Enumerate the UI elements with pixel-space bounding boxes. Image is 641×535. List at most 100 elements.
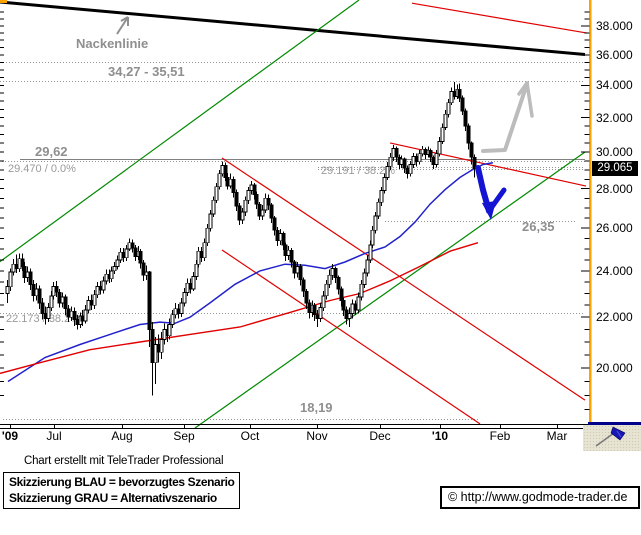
candle-body [240, 211, 245, 221]
candle-body [376, 201, 381, 217]
candle-body [5, 286, 10, 294]
candle-body [182, 291, 187, 304]
candle-body [254, 194, 259, 205]
candle-body [269, 204, 274, 219]
red-top-right [411, 2, 588, 34]
candle-body [231, 178, 236, 194]
candle-body [333, 268, 338, 278]
candle-body [223, 164, 228, 178]
candle-body [365, 259, 370, 274]
gray-alternative-scenario-arrow [481, 82, 529, 153]
candle-body [28, 271, 33, 285]
candle-body [347, 313, 352, 319]
scenario-legend-box: Skizzierung BLAU = bevorzugtes Szenario … [3, 472, 241, 509]
candle-body [147, 271, 152, 330]
candle-body [49, 295, 54, 309]
neckline-pointer-arrow [116, 16, 129, 35]
candle-body [463, 110, 468, 127]
neckline-label: Nackenlinie [76, 36, 149, 51]
x-axis-label: '09 [1, 429, 19, 443]
candle-body [370, 229, 375, 246]
y-axis-label: 36.000 [596, 48, 633, 62]
candle-body [437, 140, 442, 155]
candle-body [289, 249, 294, 263]
candle-body [167, 324, 172, 337]
candle-body [83, 309, 88, 322]
x-axis-label: Nov [306, 429, 328, 443]
y-axis-label: 24.000 [596, 264, 633, 278]
pushpin-icon [595, 426, 626, 447]
y-axis-label: 22.000 [596, 310, 633, 324]
current-price-tag: 29.065 [592, 161, 638, 176]
candle-body [46, 307, 51, 319]
candle-body [434, 153, 439, 165]
candle-body [446, 102, 451, 115]
y-axis-label: 26.000 [596, 221, 633, 235]
x-axis-label: Dec [369, 429, 391, 443]
candle-body [54, 286, 59, 293]
candle-body [124, 248, 129, 259]
candle-body [312, 304, 317, 316]
gray-arrow-head [525, 81, 534, 118]
candle-body [115, 259, 120, 267]
target-18-19-label: 18,19 [300, 400, 333, 415]
candle-body [95, 286, 100, 296]
neckline [0, 0, 586, 57]
panel-divider [588, 422, 641, 425]
pin-button[interactable] [583, 425, 641, 451]
candle-body [234, 192, 239, 207]
legend-gray-line: Skizzierung GRAU = Alternativszenario [9, 491, 217, 505]
candle-body [40, 302, 45, 314]
candle-body [252, 184, 257, 195]
candle-body [304, 290, 309, 304]
copyright-box: © http://www.godmode-trader.de [440, 486, 640, 509]
candle-body [63, 296, 68, 310]
candle-body [260, 209, 265, 217]
candle-body [472, 156, 477, 170]
y-axis-label: 38.000 [596, 19, 633, 33]
candle-body [402, 158, 407, 169]
candle-body [217, 173, 222, 188]
level-29-62-label: 29,62 [35, 144, 68, 159]
candle-body [362, 272, 367, 285]
candle-body [211, 199, 216, 215]
ma-slow-red [0, 242, 479, 375]
candle-body [208, 213, 213, 229]
candle-body [281, 232, 286, 246]
candle-body [408, 164, 413, 175]
x-axis-label: Mar [546, 429, 568, 443]
candle-body [112, 265, 117, 272]
candle-body [428, 149, 433, 158]
candle-body [394, 147, 399, 158]
candle-body [153, 344, 158, 364]
candle-body [382, 176, 387, 191]
resistance-band-label: 34,27 - 35,51 [108, 64, 185, 79]
blue-arrow-upstroke [486, 187, 507, 214]
candle-body [179, 302, 184, 314]
candle-body [159, 339, 164, 353]
candle-body [379, 190, 384, 203]
fib-0-label: 29.470 / 0.0% [8, 163, 76, 175]
x-axis-label: Oct [240, 429, 260, 443]
candle-body [101, 280, 106, 291]
candle-body [359, 283, 364, 298]
candle-body [469, 142, 474, 158]
candle-body [109, 270, 114, 280]
y-axis-label: 20.000 [596, 361, 633, 375]
candle-body [385, 165, 390, 178]
candle-body [298, 265, 303, 281]
green-uptrend-long [0, 0, 360, 263]
candle-body [417, 153, 422, 163]
chart-credit-note: Chart erstellt mit TeleTrader Profession… [24, 455, 224, 467]
candle-body [130, 242, 135, 249]
candle-body [138, 250, 143, 264]
candle-body [457, 88, 462, 99]
candle-body [243, 199, 248, 213]
candle-body [388, 156, 393, 167]
candle-body [336, 277, 341, 290]
candle-body [341, 300, 346, 311]
x-axis-label: Feb [489, 429, 511, 443]
candle-body [466, 125, 471, 144]
